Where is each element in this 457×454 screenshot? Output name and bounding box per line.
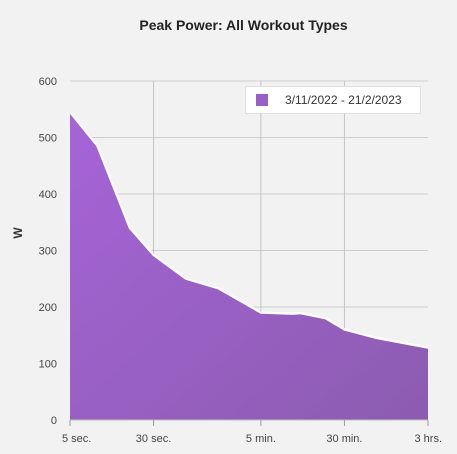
chart-title: Peak Power: All Workout Types: [139, 17, 348, 33]
y-tick-label: 100: [39, 359, 57, 371]
x-tick-label: 30 min.: [326, 433, 362, 445]
x-tick-label: 5 sec.: [62, 433, 91, 445]
x-tick-label: 5 min.: [246, 433, 276, 445]
legend-series-label: 3/11/2022 - 21/2/2023: [285, 93, 402, 107]
legend-swatch: [256, 94, 268, 106]
y-tick-label: 300: [39, 246, 57, 258]
y-tick-label: 200: [39, 302, 57, 314]
y-tick-label: 0: [51, 415, 57, 427]
y-tick-label: 500: [39, 133, 57, 145]
series-area[interactable]: [70, 112, 428, 420]
legend[interactable]: 3/11/2022 - 21/2/2023: [245, 86, 421, 114]
x-tick-label: 3 hrs.: [414, 433, 442, 445]
y-tick-label: 400: [39, 189, 57, 201]
x-tick-label: 30 sec.: [136, 433, 171, 445]
y-tick-label: 600: [39, 76, 57, 88]
series-line: [69, 111, 429, 349]
